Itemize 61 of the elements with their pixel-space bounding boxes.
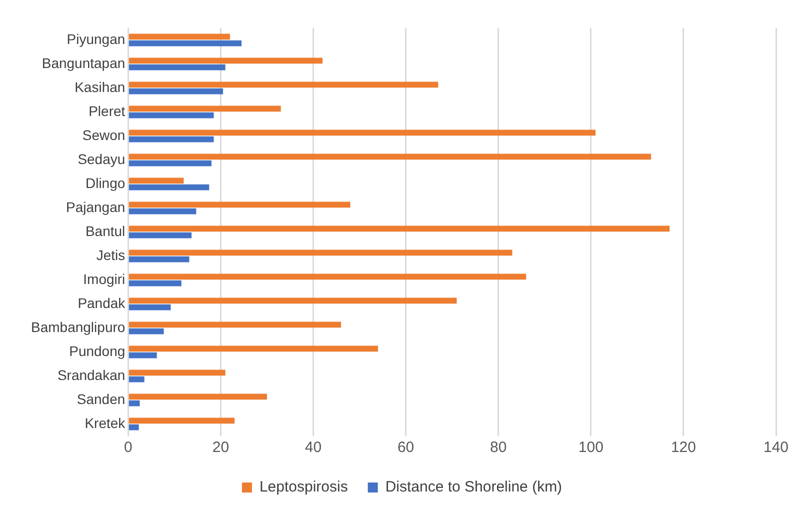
bar [128, 322, 342, 328]
bar [128, 394, 267, 400]
bar [128, 184, 210, 190]
bar [128, 346, 378, 352]
y-tick-label: Imogiri [83, 270, 126, 287]
x-tick-label: 60 [397, 439, 414, 456]
x-tick-label: 100 [578, 439, 604, 456]
bar [128, 226, 670, 232]
bar [128, 40, 242, 46]
x-tick-label: 140 [763, 439, 789, 456]
legend-label: Distance to Shoreline (km) [385, 478, 562, 496]
y-tick-label: Sewon [82, 126, 126, 143]
y-tick-label: Srandakan [57, 366, 126, 383]
bar [128, 154, 652, 160]
bar [128, 370, 226, 376]
bar [128, 106, 281, 112]
y-tick-label: Bambanglipuro [31, 318, 126, 335]
legend-label: Leptospirosis [259, 478, 348, 496]
x-tick-label: 120 [670, 439, 696, 456]
bar [128, 328, 164, 334]
y-tick-label: Bantul [85, 222, 126, 239]
y-tick-label: Sanden [76, 390, 126, 407]
y-tick-label: Pandak [78, 294, 126, 311]
x-tick-label: 80 [490, 439, 507, 456]
y-tick-label: Sedayu [78, 150, 126, 167]
x-tick-label: 0 [124, 439, 132, 456]
bar [128, 82, 438, 88]
y-tick-label: Dlingo [85, 174, 126, 191]
bar [128, 232, 192, 238]
bar [128, 130, 596, 136]
bar [128, 136, 214, 142]
y-tick-label: Banguntapan [42, 54, 126, 71]
bar [128, 112, 214, 118]
bar [128, 298, 457, 304]
y-tick-label: Pleret [88, 102, 126, 119]
bar [128, 160, 212, 166]
y-tick-label: Piyungan [66, 30, 126, 47]
bar [128, 34, 230, 40]
bar [128, 88, 224, 94]
y-tick-label: Pajangan [66, 198, 126, 215]
bar [128, 280, 182, 286]
bar [128, 376, 144, 382]
bar [128, 424, 139, 430]
bar [128, 418, 235, 424]
bar [128, 250, 512, 256]
x-tick-label: 20 [212, 439, 230, 456]
bar [128, 202, 350, 208]
bar [128, 64, 226, 70]
bar [128, 400, 140, 406]
bar [128, 274, 526, 280]
bar [128, 58, 323, 64]
y-tick-label: Kasihan [74, 78, 126, 95]
bar [128, 352, 157, 358]
bar [128, 256, 190, 262]
y-tick-label: Kretek [84, 414, 126, 431]
bar [128, 178, 184, 184]
x-tick-label: 40 [304, 439, 322, 456]
bar [128, 208, 196, 214]
y-tick-label: Jetis [96, 246, 126, 263]
bar [128, 304, 171, 310]
y-tick-label: Pundong [69, 342, 126, 359]
